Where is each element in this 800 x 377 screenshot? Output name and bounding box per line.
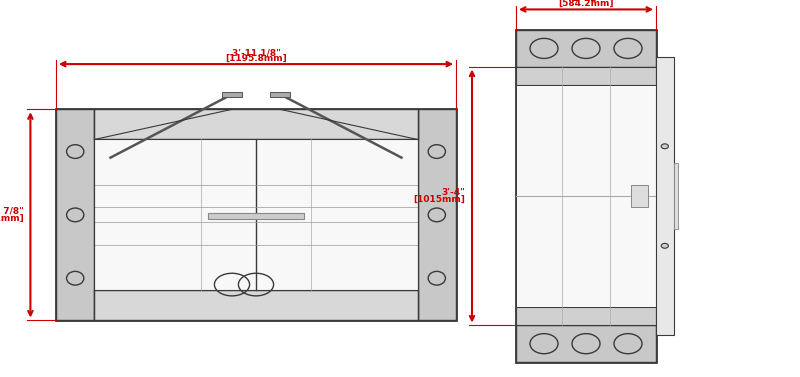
Text: [1195.8mm]: [1195.8mm] (225, 54, 287, 63)
Bar (222, 92, 242, 97)
Bar (94, 139, 418, 290)
Bar (56, 109, 94, 320)
Bar (516, 30, 656, 67)
Bar (516, 30, 656, 362)
Text: 1'-10 7/8": 1'-10 7/8" (0, 207, 24, 216)
Bar (94, 109, 418, 139)
Bar (516, 307, 656, 325)
Bar (516, 325, 656, 362)
Bar (516, 85, 656, 307)
Text: 1'-11": 1'-11" (571, 0, 601, 3)
Bar (516, 67, 656, 85)
Bar (207, 213, 305, 219)
Bar (56, 109, 456, 320)
Bar (656, 57, 674, 336)
Ellipse shape (662, 144, 669, 149)
Text: [1015mm]: [1015mm] (414, 195, 466, 204)
Text: 3'-4": 3'-4" (442, 188, 466, 197)
Bar (630, 185, 648, 207)
Bar (94, 290, 418, 320)
Text: [584.2mm]: [584.2mm] (558, 0, 614, 8)
Text: [581mm]: [581mm] (0, 214, 24, 223)
Bar (418, 109, 456, 320)
Text: 3'-11 1/8": 3'-11 1/8" (231, 48, 281, 57)
Ellipse shape (662, 244, 669, 248)
Bar (674, 163, 678, 229)
Bar (270, 92, 290, 97)
